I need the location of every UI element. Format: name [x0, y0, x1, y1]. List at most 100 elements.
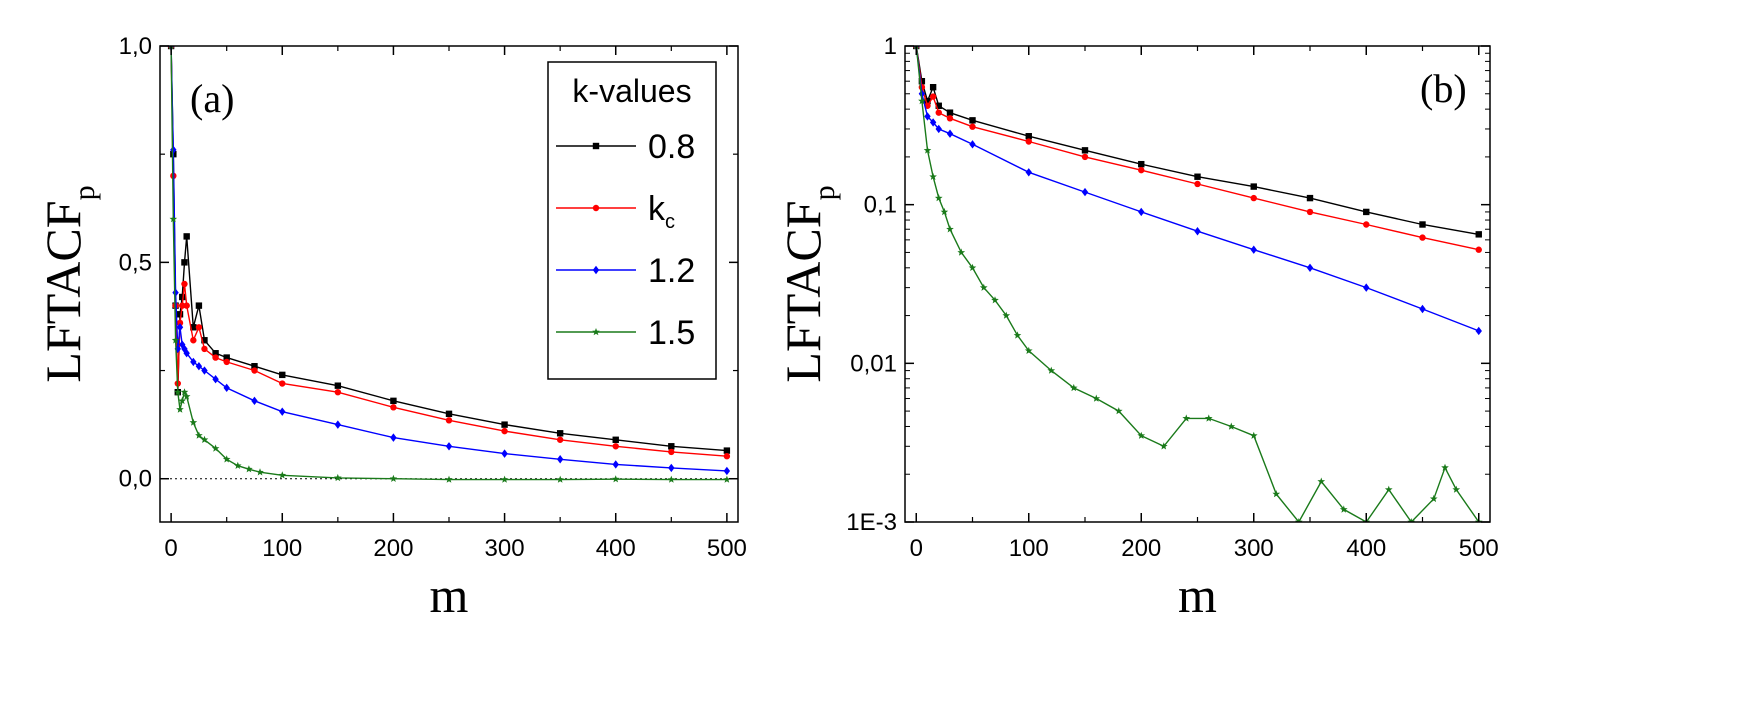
legend-label-main: 1.2	[648, 252, 695, 290]
panel-label: (b)	[1420, 66, 1467, 111]
data-point	[969, 117, 976, 124]
data-point	[1407, 518, 1416, 522]
chart-panel-a: 0 100 200 300 400 500 0,0 0,5 1,0 m LFTACFp (a) k-va…	[35, 33, 747, 623]
legend-swatch-marker	[592, 204, 600, 212]
plot-frame	[904, 45, 1491, 523]
data-point	[334, 420, 342, 429]
data-point	[1138, 207, 1145, 217]
data-point	[1306, 194, 1314, 202]
data-point	[180, 388, 189, 396]
x-tick-label: 0	[910, 535, 923, 562]
legend-label: 1.5	[648, 314, 695, 352]
legend-label: 1.2	[648, 252, 695, 290]
data-point	[445, 475, 453, 483]
data-point	[612, 460, 619, 469]
data-point	[212, 350, 219, 357]
series-1.5	[168, 46, 731, 483]
data-point	[935, 124, 942, 134]
data-point	[929, 118, 937, 127]
data-point	[1013, 331, 1022, 339]
y-axis-title-main: LFTACF	[35, 200, 91, 382]
data-point	[668, 463, 675, 473]
data-point	[1138, 166, 1145, 174]
data-point	[201, 366, 208, 375]
data-point	[918, 97, 926, 105]
data-point	[1002, 311, 1011, 319]
data-point	[1363, 221, 1370, 228]
data-point	[1204, 414, 1213, 422]
y-tick-label: 0,5	[119, 249, 152, 276]
data-point	[946, 115, 954, 122]
data-point	[957, 248, 966, 256]
data-point	[611, 475, 620, 483]
data-point	[1081, 187, 1089, 197]
legend-label: 0.8	[648, 128, 695, 166]
data-point	[1194, 173, 1201, 180]
data-point	[946, 225, 954, 233]
data-point	[279, 407, 286, 416]
data-point	[923, 146, 932, 154]
x-tick-label: 200	[373, 535, 413, 562]
legend-label-main: 1.5	[648, 314, 695, 352]
data-point	[1363, 283, 1370, 292]
data-point	[1182, 414, 1191, 422]
data-point	[176, 405, 184, 413]
data-point	[176, 323, 184, 332]
data-point	[174, 388, 182, 396]
series-line-kc	[915, 46, 1479, 251]
data-point	[924, 112, 931, 121]
data-point	[1249, 431, 1258, 439]
y-axis-title-subscript: p	[68, 185, 101, 200]
data-point	[1025, 138, 1032, 145]
data-point	[1081, 147, 1089, 154]
series-line-1.2	[915, 46, 1480, 332]
data-point	[223, 383, 230, 393]
legend-swatch-marker	[592, 265, 600, 275]
series-1.2	[913, 46, 1482, 336]
data-point	[172, 288, 179, 297]
data-point	[169, 215, 178, 223]
data-point	[334, 473, 342, 482]
y-tick-label: 0,01	[850, 350, 897, 377]
data-point	[201, 345, 208, 353]
data-point	[1419, 234, 1426, 241]
data-point	[1306, 208, 1314, 216]
data-point	[195, 431, 203, 439]
series-line-0.8	[915, 46, 1479, 236]
data-point	[979, 283, 988, 291]
x-tick-label: 200	[1121, 535, 1161, 562]
data-point	[1339, 505, 1348, 513]
data-point	[723, 475, 731, 483]
data-point	[1025, 133, 1032, 140]
data-point	[500, 475, 509, 483]
data-point	[223, 358, 230, 366]
chart-panel-b: 0 100 200 300 400 500 1E-3 0,01 0,1 1 m LFTACFp (b)	[775, 33, 1499, 623]
data-point	[501, 421, 508, 428]
legend-label-main: 0.8	[648, 128, 695, 166]
data-point	[195, 324, 203, 331]
data-point	[251, 367, 258, 374]
data-point	[251, 363, 258, 370]
data-point	[968, 263, 977, 271]
series-kc	[913, 46, 1482, 253]
data-point	[1047, 366, 1056, 374]
data-point	[929, 93, 937, 100]
data-point	[256, 468, 264, 476]
data-point	[171, 336, 180, 344]
data-point	[190, 324, 197, 331]
data-point	[1452, 485, 1461, 493]
data-point	[179, 302, 186, 309]
data-point	[201, 337, 208, 344]
legend-swatch-marker	[592, 142, 600, 150]
data-point	[182, 392, 191, 400]
data-point	[445, 442, 453, 451]
data-point	[200, 435, 209, 443]
data-point	[1363, 208, 1370, 216]
data-point	[668, 448, 675, 456]
data-point	[612, 436, 619, 443]
data-point	[390, 433, 397, 442]
data-point	[183, 349, 190, 358]
data-point	[935, 102, 942, 109]
data-point	[334, 382, 342, 389]
legend-label-subscript: c	[665, 211, 675, 233]
